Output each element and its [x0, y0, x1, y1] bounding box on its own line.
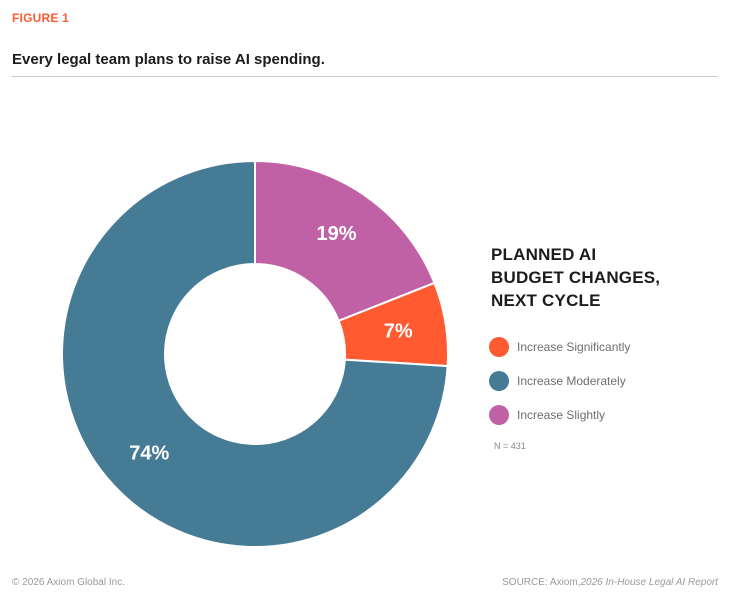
legend-title: PLANNED AI BUDGET CHANGES, NEXT CYCLE [491, 243, 721, 312]
chart-title: Every legal team plans to raise AI spend… [12, 51, 325, 68]
figure-label: FIGURE 1 [12, 11, 69, 25]
legend-label: Increase Moderately [517, 374, 626, 388]
legend-label: Increase Significantly [517, 340, 631, 354]
donut-data-label: 19% [316, 223, 356, 245]
source-prefix: SOURCE: Axiom, [502, 577, 581, 588]
legend-swatch-moderately [489, 371, 509, 391]
donut-data-label: 74% [129, 442, 169, 464]
source-title: 2026 In-House Legal AI Report [580, 577, 719, 588]
title-divider [12, 76, 718, 77]
sample-size-note: N = 431 [494, 441, 526, 451]
donut-slice-increase-moderately [61, 159, 449, 548]
source-footer: SOURCE: Axiom,2026 In-House Legal AI Rep… [502, 577, 718, 588]
copyright-footer: © 2026 Axiom Global Inc. [12, 577, 125, 588]
legend: Increase Significantly Increase Moderate… [489, 330, 630, 432]
legend-swatch-slightly [489, 405, 509, 425]
legend-title-line: BUDGET CHANGES, [491, 268, 661, 287]
donut-data-label: 7% [384, 320, 413, 342]
legend-title-line: PLANNED AI [491, 245, 597, 264]
legend-swatch-significantly [489, 337, 509, 357]
donut-slice-increase-slightly [254, 159, 436, 323]
legend-label: Increase Slightly [517, 408, 606, 422]
legend-item-moderately: Increase Moderately [489, 364, 630, 398]
legend-item-significantly: Increase Significantly [489, 330, 630, 364]
legend-title-line: NEXT CYCLE [491, 291, 601, 310]
legend-item-slightly: Increase Slightly [489, 398, 630, 432]
